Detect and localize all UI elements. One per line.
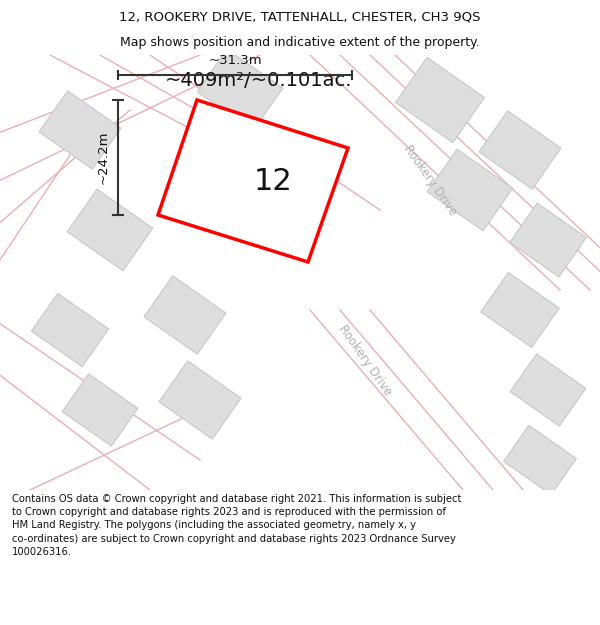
Polygon shape	[503, 426, 577, 494]
Polygon shape	[481, 272, 559, 348]
Text: 12: 12	[253, 167, 292, 196]
Polygon shape	[479, 111, 561, 189]
Polygon shape	[197, 49, 283, 131]
Text: Map shows position and indicative extent of the property.: Map shows position and indicative extent…	[120, 36, 480, 49]
Polygon shape	[39, 91, 121, 169]
Polygon shape	[62, 374, 138, 446]
Text: Rookery Drive: Rookery Drive	[336, 322, 394, 398]
Text: ~409m²/~0.101ac.: ~409m²/~0.101ac.	[165, 71, 353, 90]
Text: Contains OS data © Crown copyright and database right 2021. This information is : Contains OS data © Crown copyright and d…	[12, 494, 461, 557]
Polygon shape	[395, 58, 484, 142]
Text: Rookery Drive: Rookery Drive	[401, 142, 459, 218]
Polygon shape	[144, 276, 226, 354]
Text: ~24.2m: ~24.2m	[97, 131, 110, 184]
Polygon shape	[158, 100, 348, 262]
Polygon shape	[159, 361, 241, 439]
Polygon shape	[67, 189, 153, 271]
Polygon shape	[427, 149, 513, 231]
Text: 12, ROOKERY DRIVE, TATTENHALL, CHESTER, CH3 9QS: 12, ROOKERY DRIVE, TATTENHALL, CHESTER, …	[119, 10, 481, 23]
Polygon shape	[509, 203, 586, 277]
Polygon shape	[31, 293, 109, 367]
Text: ~31.3m: ~31.3m	[208, 54, 262, 67]
Polygon shape	[510, 354, 586, 426]
